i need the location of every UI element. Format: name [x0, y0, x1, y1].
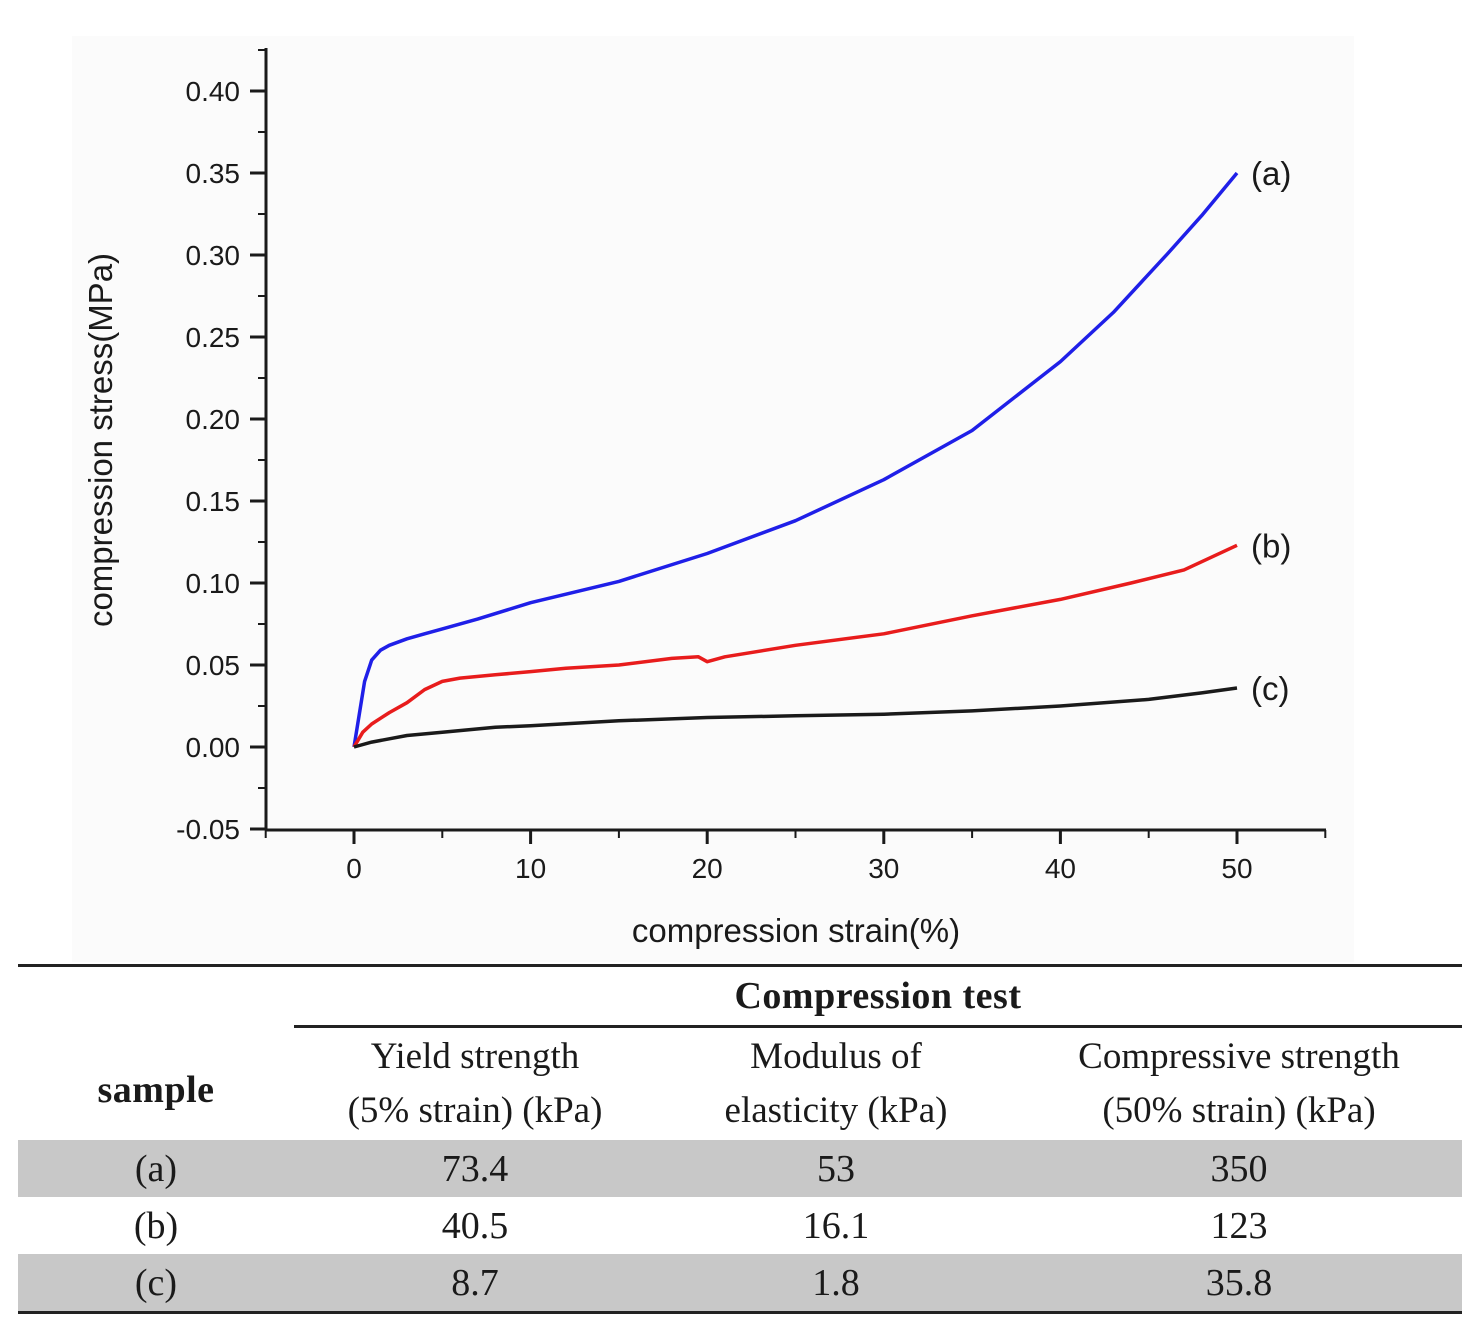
series-layer [352, 171, 1239, 749]
x-tick-label: 50 [1221, 853, 1252, 884]
yield-cell: 73.4 [294, 1140, 656, 1197]
series-label-c: (c) [1251, 670, 1289, 707]
table-row: (b) 40.5 16.1 123 [18, 1197, 1462, 1254]
x-tick-label: 10 [515, 853, 546, 884]
table-row: (a) 73.4 53 350 [18, 1140, 1462, 1197]
yield-header-line2: (5% strain) (kPa) [347, 1090, 603, 1131]
yield-cell: 40.5 [441, 1204, 509, 1247]
modulus-cell: 16.1 [802, 1204, 870, 1247]
compressive-header-line2: (50% strain) (kPa) [1102, 1090, 1376, 1131]
compressive-strength-header: Compressive strength (50% strain) (kPa) [1016, 1027, 1462, 1141]
modulus-header-line1: Modulus of [750, 1036, 922, 1077]
results-table: sample Compression test Yield strength (… [18, 964, 1462, 1314]
y-tick-label: 0.10 [186, 568, 241, 599]
yield-header-line1: Yield strength [370, 1036, 580, 1077]
x-tick-label: 0 [346, 853, 362, 884]
series-label-a: (a) [1251, 155, 1291, 192]
table-group-row: sample Compression test [18, 967, 1462, 1111]
y-tick-label: 0.20 [186, 404, 241, 435]
x-tick-label: 40 [1045, 853, 1076, 884]
sample-cell: (c) [18, 1254, 294, 1314]
sample-header-text: sample [97, 1068, 215, 1111]
x-tick-label: 30 [868, 853, 899, 884]
labels-layer: (a) (b) (c) [1251, 155, 1291, 707]
y-tick-label: 0.35 [186, 158, 241, 189]
modulus-header-line2: elasticity (kPa) [724, 1090, 948, 1131]
compressive-cell: 35.8 [1016, 1254, 1462, 1314]
y-tick-label: 0.25 [186, 322, 241, 353]
table-row: (c) 8.7 1.8 35.8 [18, 1254, 1462, 1314]
table-column-headers: Yield strength (5% strain) (kPa) Modulus… [18, 1027, 1462, 1141]
sample-cell: (b) [133, 1204, 179, 1247]
y-tick-label: 0.40 [186, 76, 241, 107]
series-label-b: (b) [1251, 527, 1291, 564]
series-line-c [353, 686, 1238, 749]
y-tick-label: -0.05 [176, 814, 240, 845]
modulus-cell: 1.8 [656, 1254, 1016, 1314]
series-line-a [352, 171, 1239, 748]
y-tick-label: 0.05 [186, 650, 241, 681]
y-tick-label: 0.30 [186, 240, 241, 271]
compression-test-header: Compression test [294, 967, 1462, 1028]
x-axis-title: compression strain(%) [632, 912, 960, 949]
compressive-header-line1: Compressive strength [1078, 1036, 1400, 1077]
sample-cell: (a) [18, 1140, 294, 1197]
modulus-cell: 53 [656, 1140, 1016, 1197]
yield-cell: 8.7 [294, 1254, 656, 1314]
table-top-rule [18, 964, 1462, 968]
yield-strength-header: Yield strength (5% strain) (kPa) [294, 1027, 656, 1141]
sample-column-header: sample [18, 967, 294, 1140]
x-tick-label: 20 [692, 853, 723, 884]
y-tick-label: 0.00 [186, 732, 241, 763]
y-axis-title: compression stress(MPa) [82, 253, 119, 627]
compressive-cell: 123 [1210, 1204, 1268, 1247]
series-line-b [352, 543, 1238, 748]
y-tick-label: 0.15 [186, 486, 241, 517]
plot-area [72, 36, 1354, 962]
modulus-header: Modulus of elasticity (kPa) [656, 1027, 1016, 1141]
axes: -0.05 0.00 0.05 0.10 0.15 0.20 0.25 0.30 0.35 0.4… [176, 48, 1327, 884]
compressive-cell: 350 [1016, 1140, 1462, 1197]
stress-strain-chart: -0.05 0.00 0.05 0.10 0.15 0.20 0.25 0.30 0.35 0.4… [82, 48, 1327, 949]
